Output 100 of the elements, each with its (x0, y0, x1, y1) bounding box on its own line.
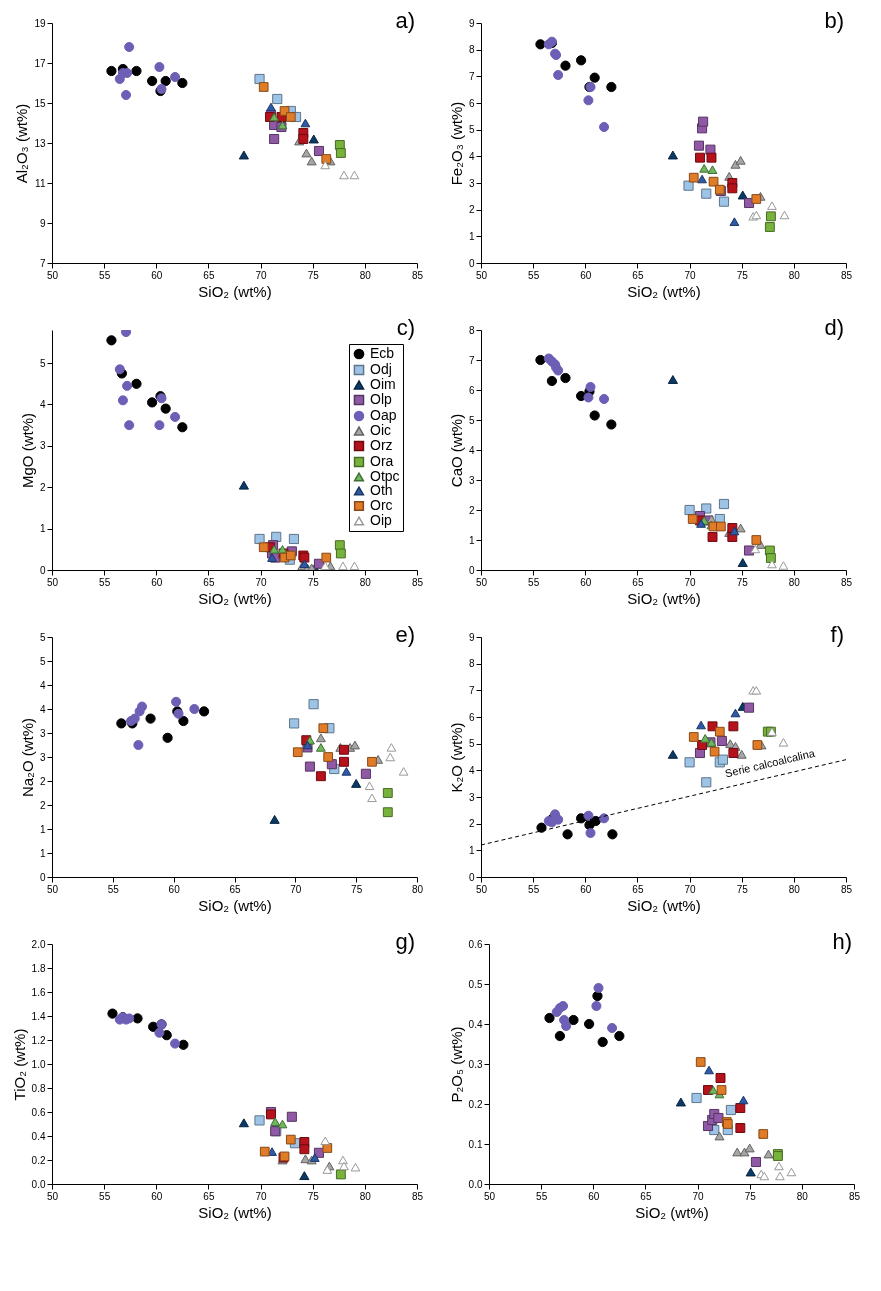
x-tick-label: 60 (151, 1190, 163, 1202)
y-tick-label: 2 (39, 775, 46, 787)
y-tick-label: 7 (468, 684, 475, 696)
x-tick-label: 55 (536, 1190, 548, 1202)
legend-label: Oic (370, 422, 391, 438)
x-tick-label: 70 (684, 576, 697, 588)
x-tick-label: 80 (359, 576, 372, 588)
y-tick-label: 0.5 (468, 978, 483, 990)
x-tick-label: 50 (475, 269, 488, 281)
x-tick-label: 80 (796, 1190, 809, 1202)
y-tick-label: 0 (468, 564, 475, 576)
x-axis-title: SiO₂ (wt%) (198, 896, 272, 914)
y-axis-title: Fe₂O₃ (wt%) (447, 101, 465, 186)
y-tick-label: 0 (468, 871, 475, 883)
x-tick-label: 80 (788, 576, 801, 588)
x-tick-label: 55 (528, 269, 540, 281)
y-tick-label: 2.0 (31, 938, 46, 950)
x-axis-title: SiO₂ (wt%) (635, 1203, 709, 1221)
y-tick-label: 2 (39, 481, 46, 493)
legend-label: Orz (370, 437, 393, 453)
y-axis-title: MgO (wt%) (18, 413, 36, 488)
y-tick-label: 13 (34, 137, 46, 149)
y-tick-label: 0.2 (31, 1154, 46, 1166)
y-tick-label: 2 (468, 204, 475, 216)
x-tick-label: 75 (351, 883, 363, 895)
x-tick-label: 55 (99, 576, 111, 588)
y-tick-label: 9 (468, 631, 475, 643)
legend-label: Olp (370, 391, 392, 407)
y-tick-label: 1 (468, 844, 475, 856)
y-tick-label: 0.6 (468, 938, 483, 950)
x-tick-label: 50 (46, 883, 59, 895)
chart-title: a) (395, 8, 415, 33)
y-tick-label: 1 (468, 230, 475, 242)
y-tick-label: 7 (468, 354, 475, 366)
y-tick-label: 3 (39, 727, 46, 739)
y-tick-label: 9 (468, 17, 475, 29)
y-tick-label: 5 (468, 124, 475, 136)
y-tick-label: 2 (468, 504, 475, 516)
x-tick-label: 85 (840, 576, 853, 588)
x-tick-label: 70 (255, 269, 268, 281)
x-tick-label: 80 (359, 1190, 372, 1202)
x-tick-label: 85 (411, 269, 424, 281)
x-tick-label: 70 (255, 1190, 268, 1202)
y-tick-label: 1.6 (31, 986, 46, 998)
chart-title: h) (832, 929, 852, 954)
legend-label: Oip (370, 512, 392, 528)
x-tick-label: 50 (46, 269, 59, 281)
x-tick-label: 70 (684, 269, 697, 281)
chart-title: c) (396, 315, 415, 340)
x-tick-label: 75 (307, 269, 320, 281)
x-tick-label: 60 (151, 576, 163, 588)
x-tick-label: 60 (580, 269, 592, 281)
y-tick-label: 3 (39, 440, 46, 452)
x-tick-label: 50 (475, 883, 488, 895)
x-tick-label: 65 (229, 883, 241, 895)
x-tick-label: 85 (411, 576, 424, 588)
x-tick-label: 75 (736, 576, 749, 588)
x-tick-label: 50 (475, 576, 488, 588)
y-axis-title: TiO₂ (wt%) (10, 1028, 28, 1101)
x-tick-label: 85 (840, 269, 853, 281)
chart-title: d) (824, 315, 844, 340)
x-tick-label: 75 (307, 576, 320, 588)
y-tick-label: 17 (34, 57, 46, 69)
x-tick-label: 60 (580, 883, 592, 895)
y-tick-label: 5 (468, 414, 475, 426)
x-tick-label: 55 (528, 576, 540, 588)
chart-title: e) (395, 622, 415, 647)
y-tick-label: 0.0 (468, 1178, 483, 1190)
x-tick-label: 60 (588, 1190, 600, 1202)
y-tick-label: 19 (34, 17, 46, 29)
x-tick-label: 70 (255, 576, 268, 588)
y-tick-label: 0.4 (468, 1018, 483, 1030)
y-tick-label: 6 (468, 97, 475, 109)
y-tick-label: 1 (468, 534, 475, 546)
legend-label: Ora (370, 453, 394, 469)
x-axis-title: SiO₂ (wt%) (627, 282, 701, 300)
chart-title: g) (395, 929, 415, 954)
y-tick-label: 1.4 (31, 1010, 46, 1022)
y-tick-label: 15 (34, 97, 46, 109)
x-tick-label: 60 (580, 576, 592, 588)
x-axis-title: SiO₂ (wt%) (198, 589, 272, 607)
legend-label: Odj (370, 361, 392, 377)
y-tick-label: 8 (468, 658, 475, 670)
y-tick-label: 5 (468, 738, 475, 750)
y-tick-label: 1 (39, 823, 46, 835)
y-tick-label: 0 (39, 564, 46, 576)
y-tick-label: 0 (39, 871, 46, 883)
x-tick-label: 70 (692, 1190, 705, 1202)
y-axis-title: Al₂O₃ (wt%) (13, 103, 31, 184)
legend-label: Oth (370, 482, 393, 498)
y-tick-label: 4 (468, 764, 475, 776)
y-tick-label: 0.4 (31, 1130, 46, 1142)
legend-label: Oap (370, 407, 397, 423)
y-tick-label: 0.8 (31, 1082, 46, 1094)
y-tick-label: 7 (39, 257, 46, 269)
x-tick-label: 50 (46, 576, 59, 588)
y-axis-title: K₂O (wt%) (447, 722, 465, 793)
y-tick-label: 0.1 (468, 1138, 483, 1150)
y-tick-label: 9 (39, 217, 46, 229)
x-tick-label: 50 (483, 1190, 496, 1202)
